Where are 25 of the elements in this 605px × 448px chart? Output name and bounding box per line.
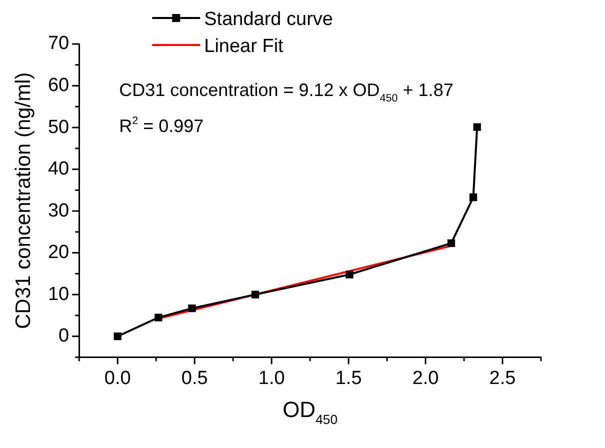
x-tick-label: 1.0	[258, 368, 285, 389]
point	[346, 270, 354, 278]
y-tick-label: 0	[58, 326, 70, 347]
point	[447, 239, 456, 248]
point	[114, 332, 122, 340]
x-tick-label: 0.0	[104, 368, 131, 389]
y-axis-title: CD31 concentration (ng/ml)	[12, 72, 35, 329]
x-tick-label: 2.5	[489, 368, 516, 389]
x-tick-label: 1.5	[335, 368, 362, 389]
y-tick-label: 50	[48, 116, 70, 138]
y-tick-label: 40	[48, 158, 70, 180]
point	[188, 304, 196, 312]
y-tick-label: 10	[48, 284, 70, 305]
point	[154, 314, 162, 322]
legend-label: Linear Fit	[204, 36, 284, 57]
legend-label: Standard curve	[204, 9, 333, 30]
point	[251, 290, 260, 298]
point	[469, 193, 478, 202]
x-tick-label: 0.5	[181, 368, 208, 389]
point	[473, 123, 481, 131]
y-tick-label: 70	[48, 33, 70, 54]
y-tick-label: 20	[48, 242, 70, 264]
x-tick-label: 2.0	[412, 368, 439, 389]
y-tick-label: 60	[48, 74, 70, 96]
y-tick-label: 30	[48, 200, 70, 222]
